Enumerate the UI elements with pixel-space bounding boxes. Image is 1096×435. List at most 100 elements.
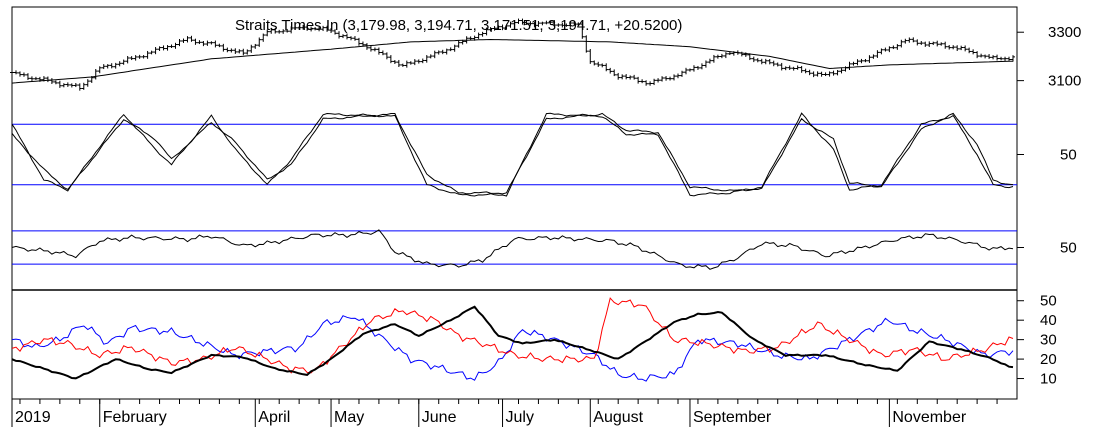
price-bar [608,67,613,74]
price-bar [719,53,724,59]
price-bar [763,58,768,65]
dmi-tick-label: 30 [1040,332,1057,349]
price-bar [65,82,70,87]
price-bar [61,83,66,88]
price-bar [1007,56,1012,61]
price-bar [715,54,720,59]
price-bar [69,83,74,88]
price-bar [616,72,621,80]
price-bar [680,70,684,77]
price-bar [903,38,908,44]
price-bar [29,76,34,81]
price-bar [384,52,389,60]
stochastic-line [11,112,1014,197]
price-bar [703,60,708,68]
price-bar [831,70,836,76]
price-bar [492,26,497,31]
price-bar [695,65,700,70]
price-bar [691,65,696,72]
price-bar [552,20,557,27]
price-bar [345,33,349,40]
price-bar [273,27,278,34]
panel-frame [11,6,1018,400]
price-bar [137,54,142,59]
price-bar [25,73,30,80]
price-bar [648,81,653,86]
month-label: August [593,409,643,426]
price-bar [919,40,924,45]
price-bar [237,49,242,54]
price-bar [484,27,489,36]
price-bar [456,40,461,48]
price-bar [528,21,533,26]
price-bar [17,71,22,77]
price-bar [596,61,601,67]
price-bar [640,79,645,84]
price-bar [321,25,326,32]
month-label: June [422,409,457,426]
price-bar [57,80,62,88]
price-bar [987,54,992,59]
price-bar [81,82,86,90]
price-bar [592,60,597,66]
price-bar [400,63,405,67]
price-bar [221,43,226,52]
price-bar [189,35,194,42]
price-bar [943,41,948,49]
price-bar [297,26,302,30]
month-label: November [892,409,966,426]
price-bar [49,78,54,84]
price-bar [560,22,565,28]
dmi-panel [11,297,1014,382]
price-bar [963,45,968,52]
price-bar [823,72,828,77]
price-bar [711,54,716,63]
price-bar [923,41,928,47]
price-bar [476,32,481,39]
price-bar [811,71,816,78]
stochastic-panel [11,112,1017,197]
dmi-tick-label: 20 [1040,351,1057,368]
price-bar [285,28,290,33]
price-bar [624,74,629,80]
price-bar [803,68,808,74]
price-bar [995,54,1000,61]
price-bar [600,63,605,68]
dmi-line [11,315,1014,382]
price-bar [564,23,569,27]
stochastic-line [11,112,1014,195]
price-bar [672,74,677,81]
price-bar [532,22,537,28]
price-bar [105,64,110,69]
price-bar [356,37,361,46]
price-bar [209,41,214,45]
price-bar [21,72,26,77]
price-bar [628,75,633,80]
price-bar [751,56,756,63]
chart-frame [11,6,1018,400]
price-bar [815,71,820,77]
price-bar [1011,55,1016,62]
rsi-line [11,229,1014,270]
price-bar [951,45,956,50]
price-bar [277,29,282,34]
month-label: February [103,409,167,426]
chart-title: Straits Times In (3,179.98, 3,194.71, 3,… [235,17,682,34]
price-bar [157,46,162,51]
price-bar [927,41,932,48]
price-bar [771,60,776,67]
price-bar [229,48,234,53]
moving-average-line [11,38,1013,84]
price-bar [915,39,920,46]
price-bar [73,83,78,88]
price-bar [899,39,904,48]
month-label: September [693,409,772,426]
price-bar [125,55,130,64]
price-bar [488,27,493,32]
price-bar [983,54,988,59]
price-bar [53,80,58,85]
price-bar [676,73,681,79]
price-bar [233,48,238,54]
price-bar [193,38,198,45]
price-bar [404,60,409,68]
